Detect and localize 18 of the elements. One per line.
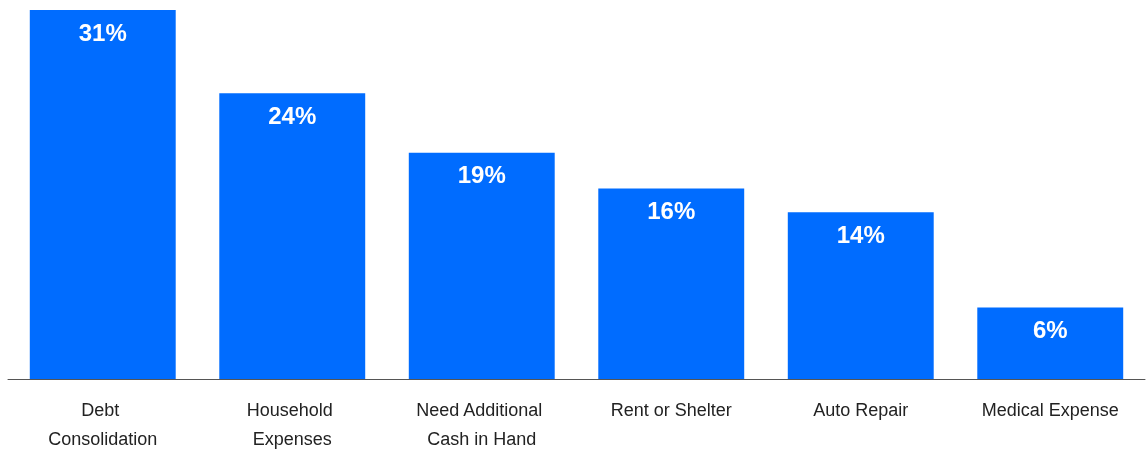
bar [408, 152, 555, 379]
x-tick-label: Auto Repair [813, 399, 909, 420]
data-label: 6% [1032, 316, 1068, 344]
bar [29, 10, 176, 379]
x-tick-label: Medical Expense [981, 399, 1119, 420]
data-label: 31% [78, 18, 127, 46]
data-label: 14% [836, 220, 885, 248]
data-label: 24% [268, 101, 317, 129]
x-tick-label: Rent or Shelter [610, 399, 732, 420]
bar [598, 188, 745, 379]
x-tick-label: Need Additional Cash in Hand [416, 399, 548, 449]
data-label: 16% [647, 197, 696, 225]
bar [219, 93, 366, 379]
bar [977, 307, 1124, 379]
x-tick-label: Debt Consolidation [48, 399, 158, 449]
data-label: 19% [457, 161, 506, 189]
x-tick-label: Household Expenses [246, 399, 338, 449]
bar [787, 212, 934, 379]
